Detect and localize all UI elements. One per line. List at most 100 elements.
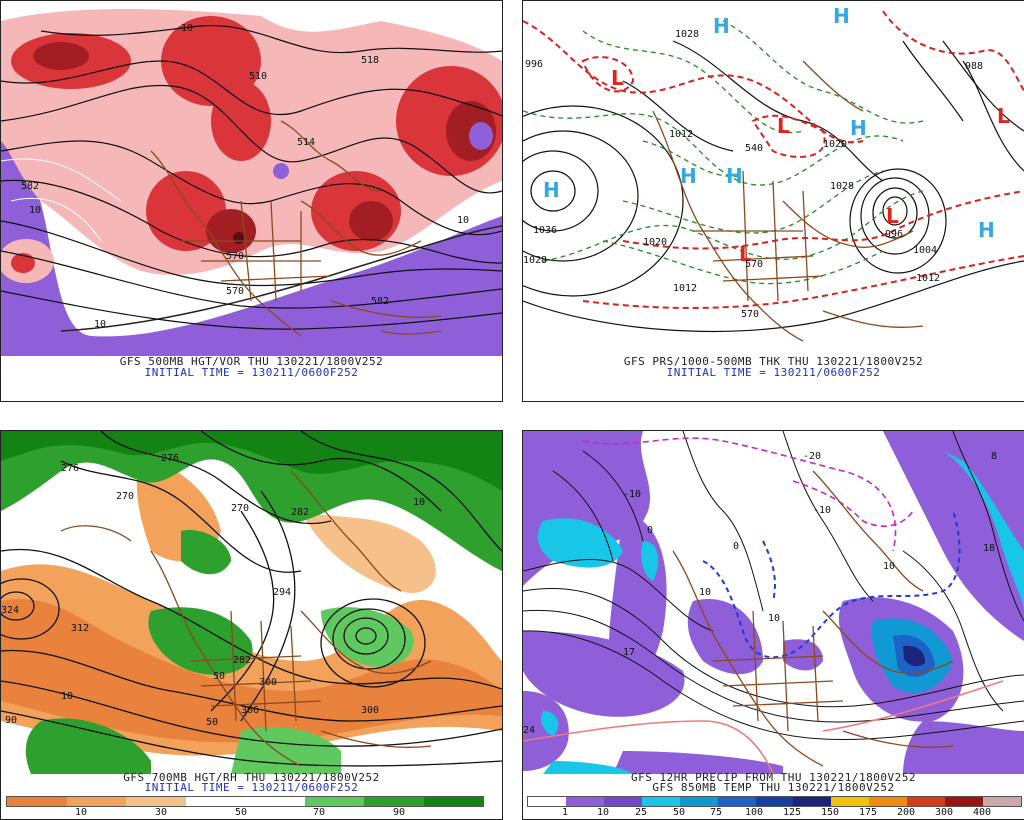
rh-colorbar-ticks: 10 30 50 70 90 xyxy=(6,807,482,819)
colorbar-swatch xyxy=(869,797,908,806)
contour-label: 312 xyxy=(71,623,89,634)
contour-label: 1036 xyxy=(533,225,557,236)
colorbar-swatch xyxy=(679,797,718,806)
panel-precip-850mb-temp: 17 8 18 10 10 0 -10 -20 -10 0 10 24 GFS … xyxy=(522,430,1024,820)
low-pressure-center: L xyxy=(739,242,752,266)
contour-label: 1004 xyxy=(913,245,937,256)
high-pressure-center: H xyxy=(978,218,995,242)
rh-label: 90 xyxy=(5,715,17,726)
contour-label: 518 xyxy=(361,55,379,66)
colorbar-swatch xyxy=(245,797,305,806)
low-pressure-center: L xyxy=(997,104,1010,128)
temp-label: 0 xyxy=(647,525,653,536)
contour-label: 582 xyxy=(21,181,39,192)
colorbar-swatch xyxy=(528,797,566,806)
colorbar-swatch xyxy=(755,797,794,806)
colorbar-tick: 30 xyxy=(154,807,168,818)
high-pressure-center: H xyxy=(713,14,730,38)
contour-label: 10 xyxy=(457,215,469,226)
low-pressure-center: L xyxy=(611,66,624,90)
thickness-label: 540 xyxy=(745,143,763,154)
colorbar-tick: 200 xyxy=(896,807,916,818)
colorbar-tick: 300 xyxy=(934,807,954,818)
colorbar-tick: 75 xyxy=(709,807,723,818)
contour-label: 996 xyxy=(525,59,543,70)
contour-label: 270 xyxy=(116,491,134,502)
colorbar-swatch xyxy=(641,797,680,806)
colorbar-tick: 150 xyxy=(820,807,840,818)
contour-label: 1012 xyxy=(916,273,940,284)
panel-initial-time: INITIAL TIME = 130211/0600F252 xyxy=(666,366,881,379)
contour-label: 10 xyxy=(94,319,106,330)
panel-title: GFS 700MB HGT/RH THU 130221/1800V252 xyxy=(123,771,380,784)
colorbar-tick: 50 xyxy=(234,807,248,818)
contour-label: 1020 xyxy=(823,139,847,150)
contour-label: 294 xyxy=(273,587,291,598)
colorbar-swatch xyxy=(793,797,832,806)
contour-label: 270 xyxy=(231,503,249,514)
colorbar-swatch xyxy=(945,797,984,806)
colorbar-tick: 100 xyxy=(744,807,764,818)
colorbar-swatch xyxy=(66,797,126,806)
map-pressure-thickness: H H H H H H H L L L L L 996 1028 988 101… xyxy=(523,1,1024,356)
colorbar-swatch xyxy=(304,797,364,806)
map-500mb: 582 510 570 514 10 582 570 518 10 10 10 xyxy=(1,1,502,356)
colorbar-tick: 50 xyxy=(672,807,686,818)
panel-initial-time: INITIAL TIME = 130211/0600F252 xyxy=(144,781,359,794)
contour-label: 276 xyxy=(161,453,179,464)
contour-label: 10 xyxy=(181,23,193,34)
panel-title: GFS 12HR PRECIP FROM THU 130221/1800V252 xyxy=(631,771,916,784)
contour-label: 282 xyxy=(291,507,309,518)
panel-title: GFS PRS/1000-500MB THK THU 130221/1800V2… xyxy=(623,355,924,368)
colorbar-swatch xyxy=(565,797,604,806)
contour-label: 10 xyxy=(29,205,41,216)
temp-label: 0 xyxy=(733,541,739,552)
contour-label: 1028 xyxy=(830,181,854,192)
rh-label: 50 xyxy=(213,671,225,682)
colorbar-swatch xyxy=(7,797,67,806)
temp-label: 8 xyxy=(991,451,997,462)
map-700mb: 276 270 270 282 276 294 306 300 282 324 … xyxy=(1,431,502,774)
contour-label: 282 xyxy=(233,655,251,666)
panel-initial-time: INITIAL TIME = 130211/0600F252 xyxy=(144,366,359,379)
colorbar-tick: 1 xyxy=(561,807,569,818)
colorbar-tick: 10 xyxy=(74,807,88,818)
low-pressure-center: L xyxy=(777,114,790,138)
negative-vorticity-band xyxy=(1,141,502,356)
colorbar-tick: 25 xyxy=(634,807,648,818)
colorbar-tick: 125 xyxy=(782,807,802,818)
coastline xyxy=(150,120,422,337)
contour-label: 510 xyxy=(249,71,267,82)
thickness-label: 570 xyxy=(741,309,759,320)
rh-label: 10 xyxy=(61,691,73,702)
temp-label: 10 xyxy=(768,613,780,624)
rh-label: 10 xyxy=(413,497,425,508)
colorbar-tick: 10 xyxy=(596,807,610,818)
colorbar-tick: 400 xyxy=(972,807,992,818)
contour-label: 306 xyxy=(241,705,259,716)
colorbar-swatch xyxy=(364,797,424,806)
contour-label: 1028 xyxy=(675,29,699,40)
contour-label: 1020 xyxy=(643,237,667,248)
temp-label: -10 xyxy=(623,489,641,500)
precip-colorbar xyxy=(527,796,1022,807)
contour-label: 988 xyxy=(965,61,983,72)
panel-pressure-thickness: H H H H H H H L L L L L 996 1028 988 101… xyxy=(522,0,1024,402)
high-pressure-center: H xyxy=(680,164,697,188)
rh-label: 50 xyxy=(206,717,218,728)
contour-label: 996 xyxy=(885,229,903,240)
thickness-label: 570 xyxy=(745,259,763,270)
colorbar-tick: 175 xyxy=(858,807,878,818)
panel-subtitle: GFS 850MB TEMP THU 130221/1800V252 xyxy=(652,781,895,794)
contour-label: 582 xyxy=(371,296,389,307)
map-precip-temp: 17 8 18 10 10 0 -10 -20 -10 0 10 24 xyxy=(523,431,1024,774)
colorbar-swatch xyxy=(983,797,1021,806)
contour-label: 1028 xyxy=(523,255,547,266)
colorbar-swatch xyxy=(126,797,186,806)
precip-colorbar-ticks: 1 10 25 50 75 100 125 150 175 200 300 40… xyxy=(527,807,1020,819)
panel-700mb-height-rh: 276 270 270 282 276 294 306 300 282 324 … xyxy=(0,430,503,820)
contour-label: 276 xyxy=(61,463,79,474)
temp-label: -20 xyxy=(803,451,821,462)
freezing-line xyxy=(702,510,961,659)
colorbar-tick: 90 xyxy=(392,807,406,818)
